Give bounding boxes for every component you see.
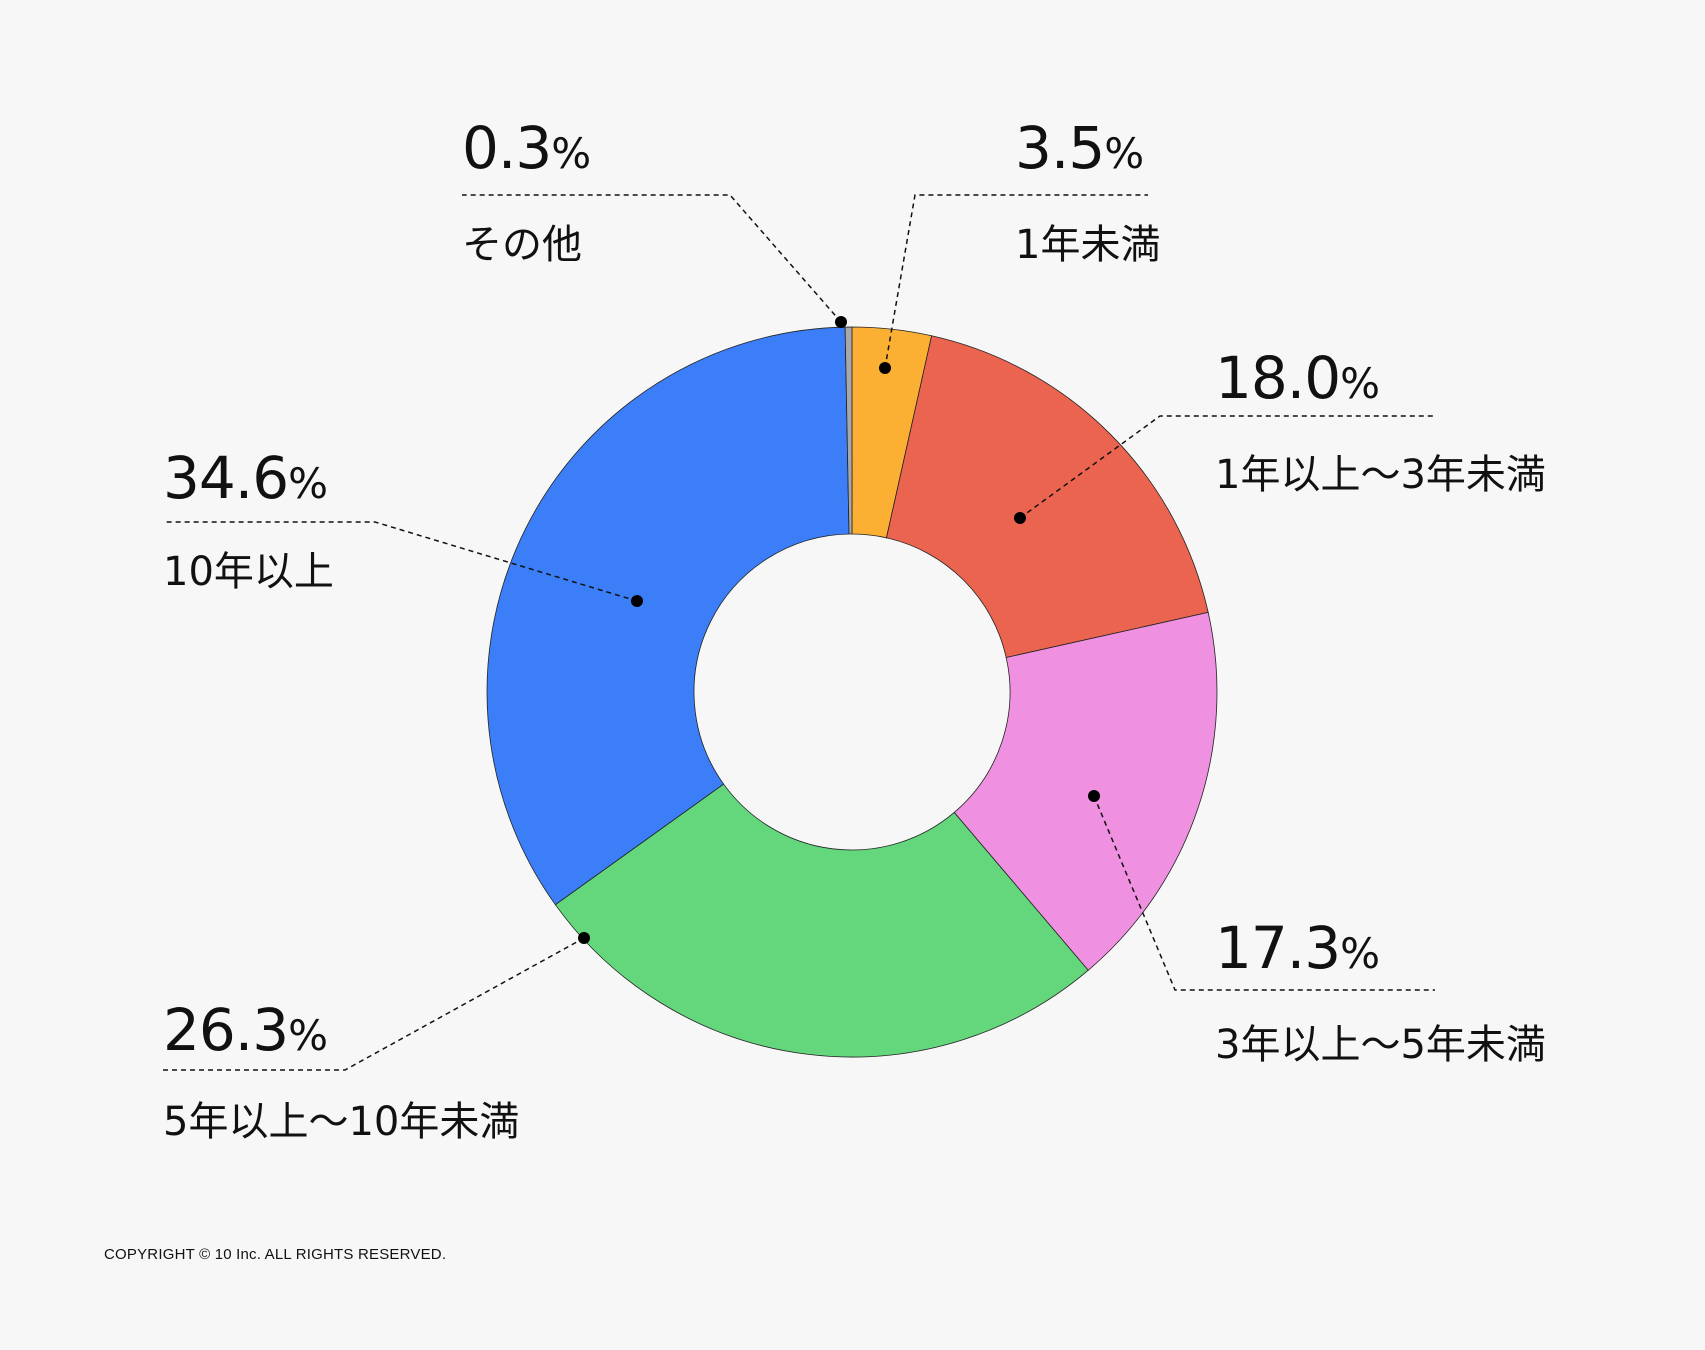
category-label-lt1: 1年未満 [1015, 222, 1160, 268]
leader-dot-y10plus [631, 595, 643, 607]
value-label-y3to5: 17.3% [1215, 914, 1379, 982]
leader-line-y5to10 [163, 937, 585, 1071]
value-label-lt1: 3.5% [1015, 114, 1143, 182]
value-number-y3to5: 17.3 [1215, 914, 1340, 982]
value-number-lt1: 3.5 [1015, 114, 1104, 182]
copyright-text: COPYRIGHT © 10 Inc. ALL RIGHTS RESERVED. [104, 1246, 447, 1263]
value-unit-y5to10: % [288, 1011, 327, 1060]
slice-other [844, 326, 853, 535]
value-label-other: 0.3% [462, 114, 590, 182]
value-unit-lt1: % [1104, 129, 1143, 178]
value-number-other: 0.3 [462, 114, 551, 182]
value-number-y1to3: 18.0 [1215, 344, 1340, 412]
category-label-y5to10: 5年以上〜10年未満 [163, 1099, 519, 1145]
slice-y3to5 [953, 611, 1218, 971]
value-unit-y10plus: % [288, 459, 327, 508]
leader-line-y1to3 [1019, 415, 1435, 519]
value-unit-other: % [551, 129, 590, 178]
leader-dot-other [835, 316, 847, 328]
leader-dot-y1to3 [1014, 512, 1026, 524]
slice-y5to10 [554, 783, 1089, 1058]
leader-dot-y3to5 [1088, 790, 1100, 802]
leader-line-lt1 [884, 194, 1148, 369]
value-unit-y1to3: % [1340, 359, 1379, 408]
leader-dot-lt1 [879, 362, 891, 374]
leader-line-y3to5 [1093, 795, 1435, 991]
value-label-y1to3: 18.0% [1215, 344, 1379, 412]
value-label-y10plus: 34.6% [163, 444, 327, 512]
leader-dot-y5to10 [578, 932, 590, 944]
labels-layer: 3.5% 1年未満 18.0% 1年以上〜3年未満 17.3% 3年以上〜5年未満 26.3… [163, 114, 1546, 1145]
leader-line-other [462, 194, 842, 323]
value-unit-y3to5: % [1340, 929, 1379, 978]
value-number-y5to10: 26.3 [163, 996, 288, 1064]
category-label-y3to5: 3年以上〜5年未満 [1215, 1022, 1546, 1068]
category-label-y10plus: 10年以上 [163, 549, 334, 595]
category-label-other: その他 [462, 222, 582, 268]
leader-line-y10plus [163, 521, 638, 602]
slice-y10plus [486, 326, 850, 906]
value-number-y10plus: 34.6 [163, 444, 288, 512]
slices-layer [486, 326, 1218, 1058]
category-label-y1to3: 1年以上〜3年未満 [1215, 452, 1546, 498]
leader-lines [163, 194, 1435, 1071]
slice-y1to3 [885, 335, 1209, 659]
value-label-y5to10: 26.3% [163, 996, 327, 1064]
